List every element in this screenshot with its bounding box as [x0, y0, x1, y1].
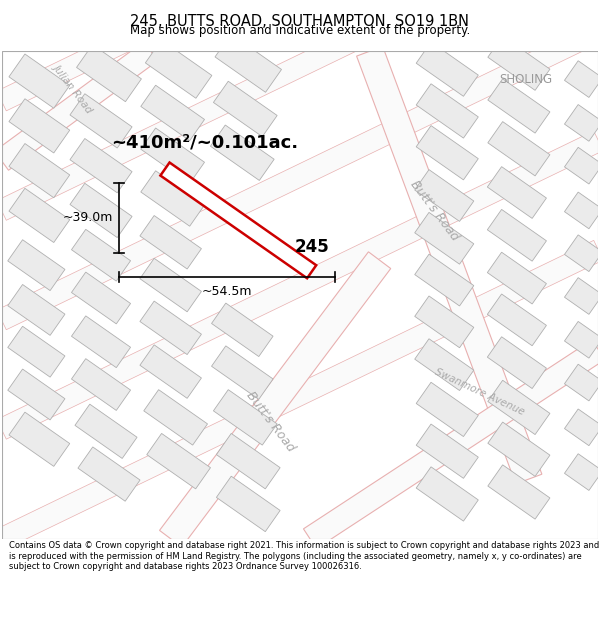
- Polygon shape: [140, 301, 202, 354]
- Text: ~39.0m: ~39.0m: [62, 211, 113, 224]
- Polygon shape: [141, 128, 205, 183]
- Polygon shape: [0, 0, 600, 220]
- Polygon shape: [416, 382, 478, 436]
- Polygon shape: [70, 183, 132, 238]
- Text: Map shows position and indicative extent of the property.: Map shows position and indicative extent…: [130, 24, 470, 37]
- Polygon shape: [9, 412, 70, 466]
- Polygon shape: [71, 359, 131, 411]
- Text: 245, BUTTS ROAD, SOUTHAMPTON, SO19 1BN: 245, BUTTS ROAD, SOUTHAMPTON, SO19 1BN: [131, 14, 470, 29]
- Polygon shape: [487, 253, 547, 304]
- Polygon shape: [212, 303, 273, 356]
- Polygon shape: [9, 99, 70, 153]
- Polygon shape: [0, 0, 600, 111]
- Polygon shape: [217, 433, 280, 489]
- Text: Julian Road: Julian Road: [52, 62, 95, 114]
- Polygon shape: [565, 321, 600, 358]
- Polygon shape: [416, 126, 478, 180]
- Polygon shape: [211, 125, 274, 181]
- Polygon shape: [415, 339, 474, 391]
- Polygon shape: [488, 122, 550, 176]
- Polygon shape: [565, 409, 600, 446]
- Polygon shape: [140, 216, 202, 269]
- Polygon shape: [565, 454, 600, 491]
- Text: Swanmore Avenue: Swanmore Avenue: [433, 366, 526, 417]
- Polygon shape: [141, 171, 205, 226]
- Polygon shape: [75, 404, 137, 459]
- Polygon shape: [415, 213, 474, 264]
- Polygon shape: [140, 258, 202, 312]
- Polygon shape: [71, 229, 131, 281]
- Polygon shape: [70, 94, 132, 148]
- Polygon shape: [416, 84, 478, 138]
- Text: Butt's Road: Butt's Road: [244, 389, 297, 454]
- Polygon shape: [9, 54, 70, 108]
- Text: SHOLING: SHOLING: [499, 72, 552, 86]
- Polygon shape: [416, 42, 478, 96]
- Polygon shape: [0, 131, 600, 439]
- Polygon shape: [487, 167, 547, 218]
- Polygon shape: [487, 209, 547, 261]
- Polygon shape: [71, 272, 131, 324]
- Polygon shape: [416, 467, 478, 521]
- Polygon shape: [140, 345, 202, 398]
- Polygon shape: [71, 316, 131, 368]
- Polygon shape: [160, 252, 391, 547]
- Polygon shape: [565, 192, 600, 229]
- Polygon shape: [415, 254, 474, 306]
- Polygon shape: [0, 241, 600, 549]
- Polygon shape: [78, 447, 140, 501]
- Polygon shape: [415, 169, 474, 221]
- Polygon shape: [565, 104, 600, 141]
- Text: ~410m²/~0.101ac.: ~410m²/~0.101ac.: [111, 134, 298, 152]
- Polygon shape: [415, 296, 474, 348]
- Polygon shape: [8, 284, 65, 336]
- Text: Butt's Road: Butt's Road: [407, 178, 461, 243]
- Polygon shape: [356, 46, 542, 484]
- Polygon shape: [9, 144, 70, 198]
- Polygon shape: [8, 240, 65, 291]
- Polygon shape: [565, 148, 600, 184]
- Polygon shape: [487, 337, 547, 389]
- Polygon shape: [214, 389, 277, 445]
- Polygon shape: [9, 188, 70, 242]
- Polygon shape: [0, 42, 158, 170]
- Polygon shape: [565, 364, 600, 401]
- Polygon shape: [212, 346, 273, 399]
- Polygon shape: [304, 340, 600, 549]
- Polygon shape: [215, 34, 281, 92]
- Polygon shape: [488, 465, 550, 519]
- Polygon shape: [565, 61, 600, 98]
- Polygon shape: [565, 278, 600, 314]
- Polygon shape: [144, 389, 208, 445]
- Polygon shape: [488, 36, 550, 91]
- Polygon shape: [416, 424, 478, 478]
- Polygon shape: [8, 326, 65, 377]
- Polygon shape: [488, 79, 550, 133]
- Polygon shape: [488, 380, 550, 434]
- Polygon shape: [565, 235, 600, 271]
- Polygon shape: [0, 21, 600, 330]
- Text: ~54.5m: ~54.5m: [202, 285, 252, 298]
- Text: 245: 245: [295, 238, 330, 256]
- Text: Contains OS data © Crown copyright and database right 2021. This information is : Contains OS data © Crown copyright and d…: [9, 541, 599, 571]
- Polygon shape: [8, 369, 65, 420]
- Polygon shape: [217, 476, 280, 532]
- Polygon shape: [160, 162, 316, 278]
- Polygon shape: [487, 294, 547, 346]
- Polygon shape: [488, 422, 550, 476]
- Polygon shape: [70, 139, 132, 192]
- Polygon shape: [145, 40, 212, 98]
- Polygon shape: [147, 433, 211, 489]
- Polygon shape: [214, 81, 277, 137]
- Polygon shape: [77, 44, 142, 102]
- Polygon shape: [141, 85, 205, 141]
